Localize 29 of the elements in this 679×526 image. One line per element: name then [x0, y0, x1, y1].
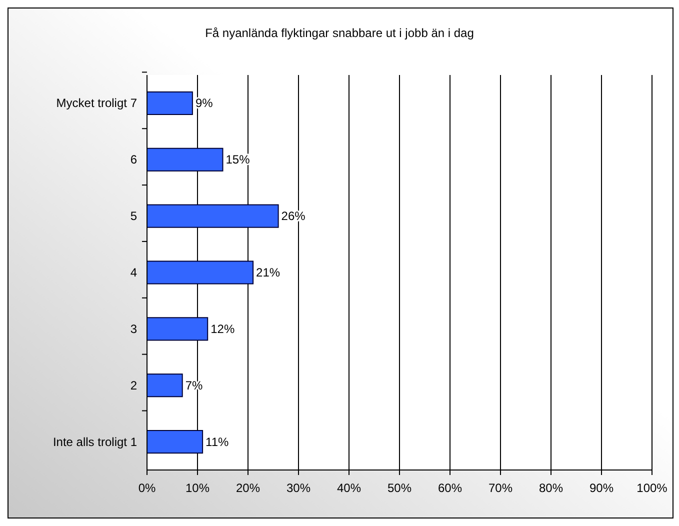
y-tick-label: Mycket troligt 7	[56, 96, 138, 110]
x-tick-label: 80%	[538, 481, 564, 495]
bar	[146, 91, 193, 115]
y-tick-label: 2	[130, 378, 138, 392]
y-tick-label: 4	[130, 266, 138, 280]
x-tick-label: 30%	[286, 481, 311, 495]
bar	[146, 430, 204, 454]
x-tick-label: 0%	[138, 481, 156, 495]
chart-title: Få nyanlända flyktingar snabbare ut i jobb än i dag	[205, 26, 474, 40]
x-tick-label: 70%	[488, 481, 513, 495]
x-tick-label: 20%	[236, 481, 260, 495]
y-tick-label: 3	[130, 322, 138, 336]
y-tick-label: 6	[130, 152, 138, 167]
x-tick-label: 90%	[589, 481, 614, 495]
x-tick-label: 60%	[438, 481, 462, 495]
bar	[146, 204, 279, 228]
bar	[146, 374, 183, 398]
data-label: 21%	[256, 266, 280, 280]
bar	[146, 148, 224, 172]
y-tick-label: Inte alls troligt 1	[52, 434, 138, 449]
data-label: 11%	[206, 434, 230, 449]
bar	[146, 317, 208, 341]
x-tick-label: 100%	[636, 481, 668, 495]
x-tick-label: 10%	[185, 481, 210, 495]
bar	[146, 260, 254, 284]
x-tick-label: 40%	[336, 481, 362, 495]
y-tick-label: 5	[130, 209, 138, 224]
x-tick-label: 50%	[387, 481, 412, 495]
data-label: 12%	[210, 322, 235, 336]
